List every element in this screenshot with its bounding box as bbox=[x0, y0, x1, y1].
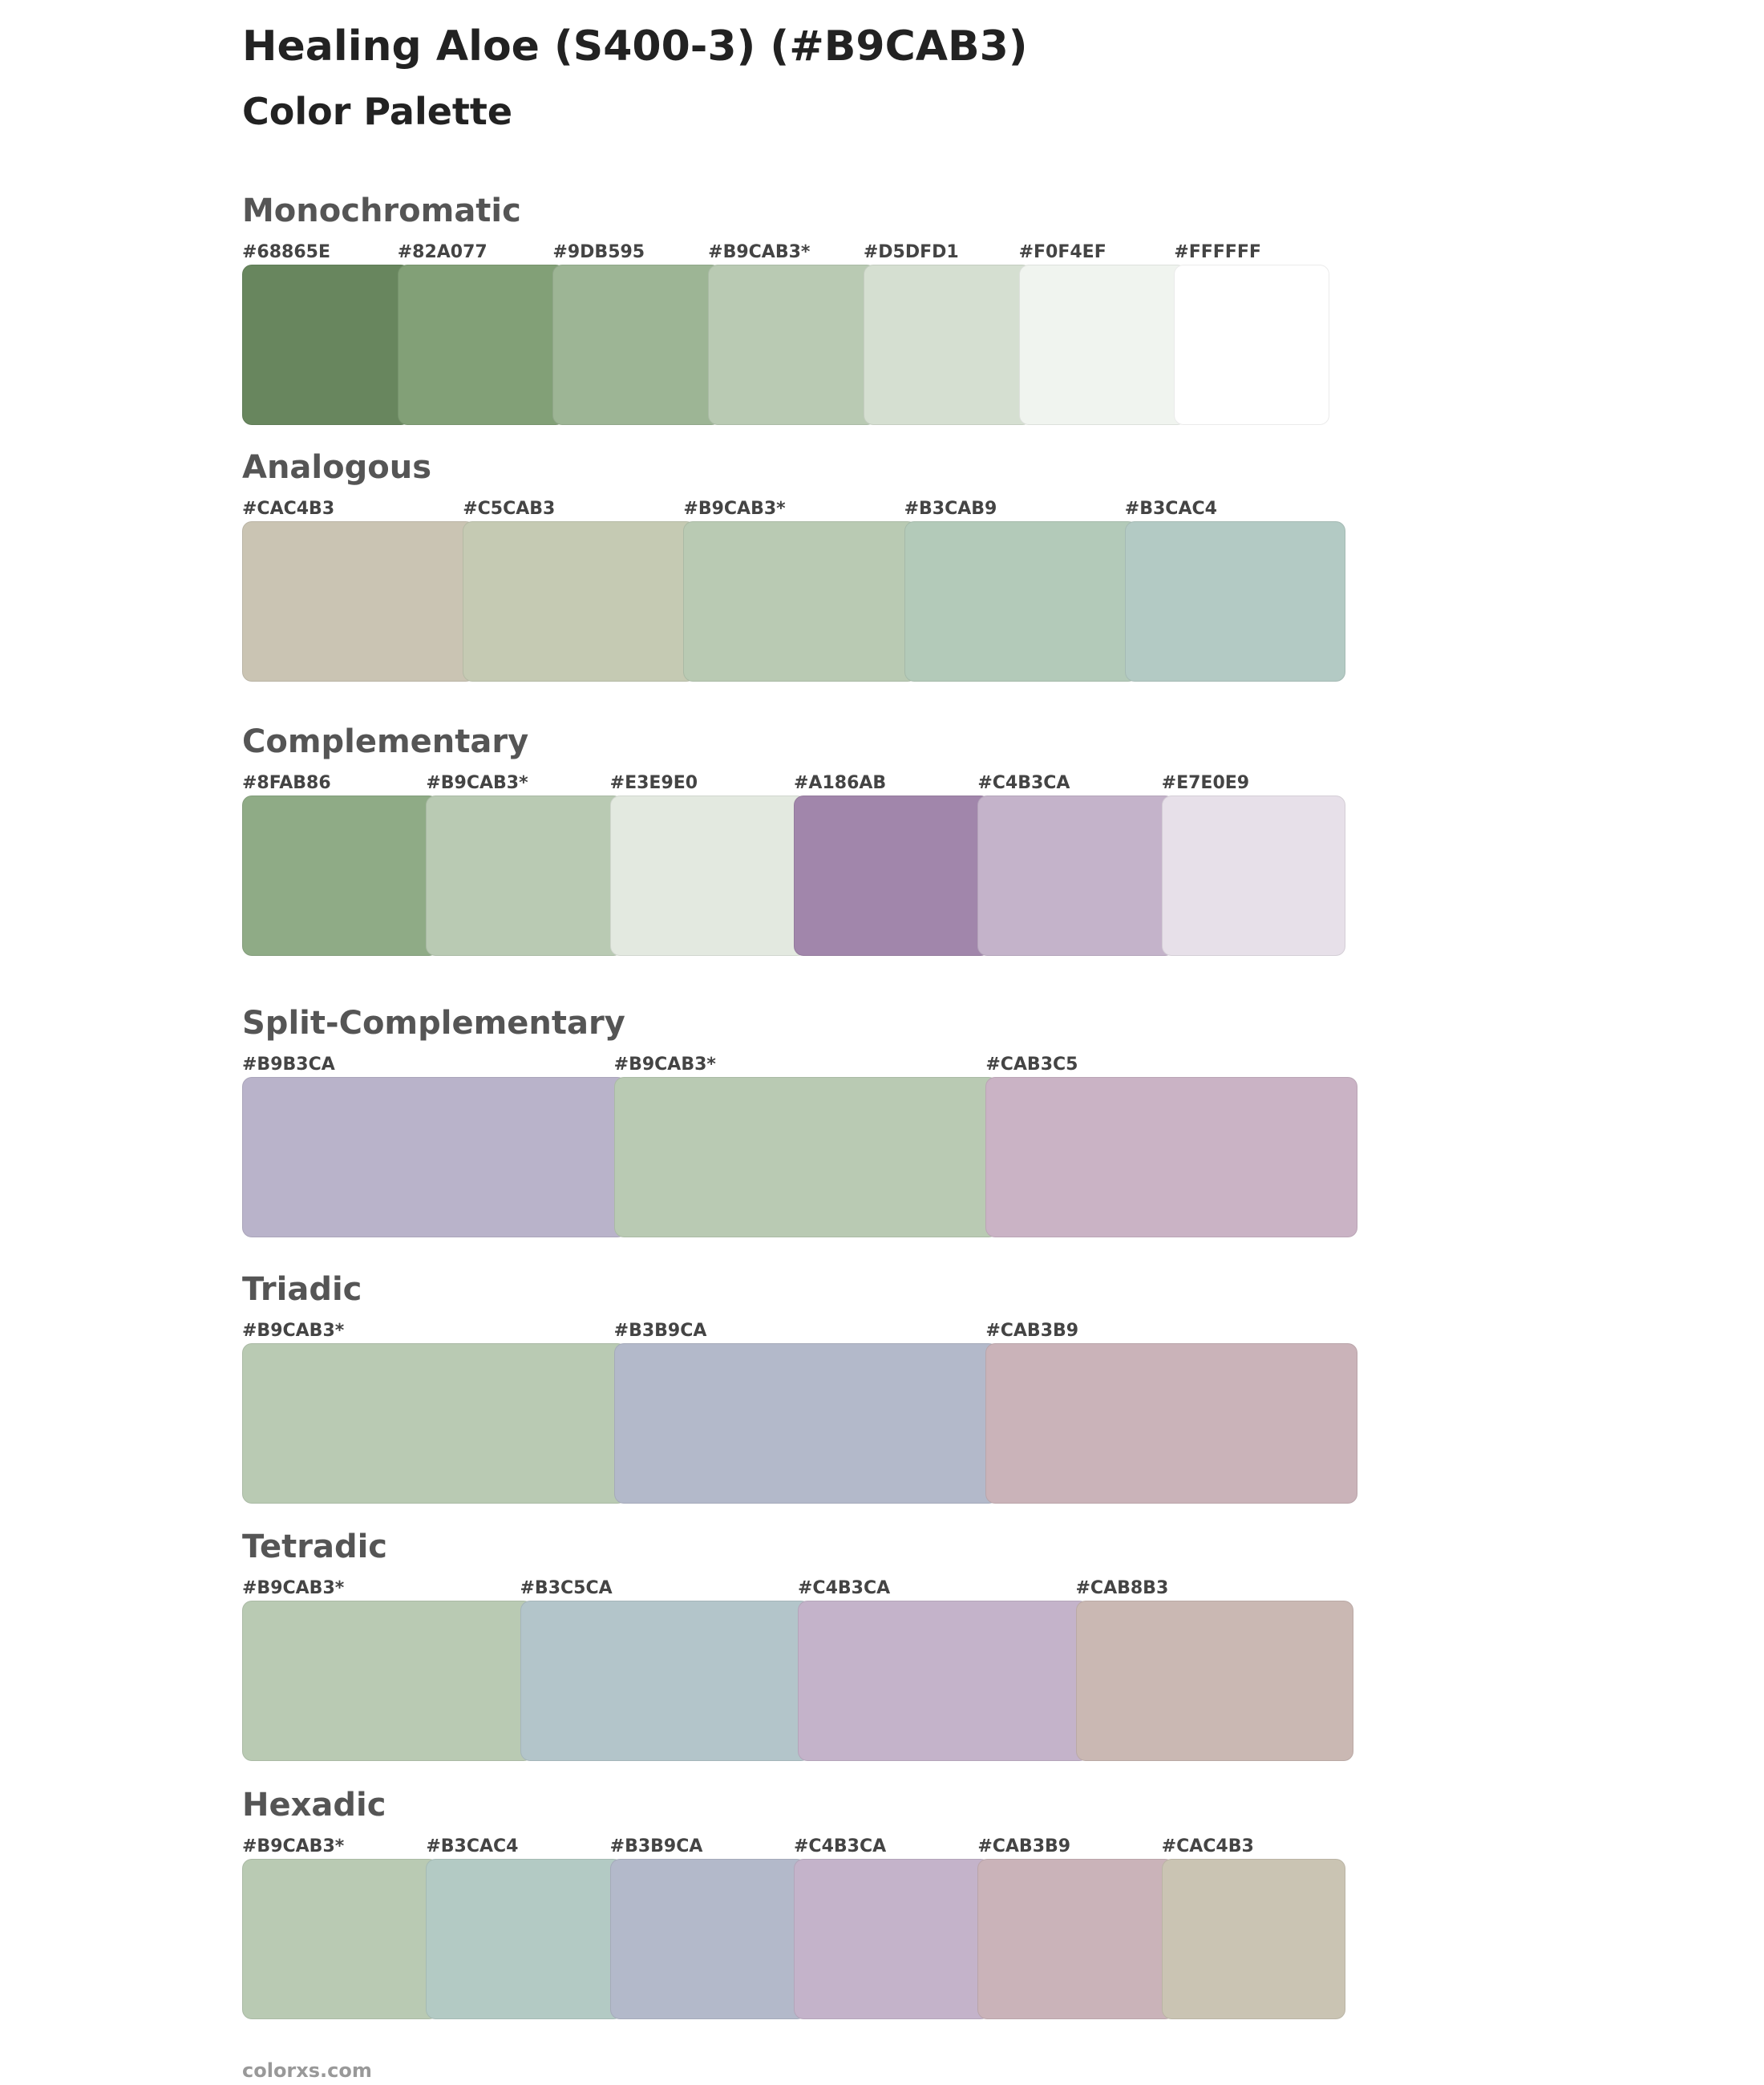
color-code: #B3CAC4 bbox=[1124, 499, 1217, 519]
color-swatch bbox=[613, 1077, 999, 1237]
color-swatch bbox=[863, 265, 1032, 425]
color-code: #B9CAB3* bbox=[242, 1321, 345, 1341]
color-swatch bbox=[1161, 796, 1345, 956]
color-swatch bbox=[1161, 1859, 1345, 2019]
page-title: Healing Aloe (S400-3) (#B9CAB3) bbox=[242, 22, 1028, 71]
color-code: #E7E0E9 bbox=[1161, 773, 1250, 793]
color-swatch bbox=[985, 1077, 1357, 1237]
color-swatch bbox=[463, 521, 697, 682]
color-swatch bbox=[242, 1601, 533, 1761]
color-code: #CAB3B9 bbox=[977, 1836, 1071, 1856]
color-swatch bbox=[683, 521, 917, 682]
color-swatch bbox=[242, 796, 439, 956]
color-code: #B3B9CA bbox=[613, 1321, 707, 1341]
color-code: #FFFFFF bbox=[1174, 242, 1261, 262]
color-code: #B9CAB3* bbox=[613, 1055, 716, 1075]
color-code: #B3C5CA bbox=[520, 1578, 613, 1598]
color-code: #B3B9CA bbox=[609, 1836, 703, 1856]
color-swatch bbox=[609, 796, 807, 956]
section-heading: Split-Complementary bbox=[242, 1005, 625, 1042]
color-swatch bbox=[1018, 265, 1187, 425]
color-code: #B9CAB3* bbox=[708, 242, 811, 262]
section-heading: Complementary bbox=[242, 723, 529, 760]
color-swatch bbox=[798, 1601, 1089, 1761]
color-code: #A186AB bbox=[794, 773, 887, 793]
color-swatch bbox=[708, 265, 876, 425]
section-heading: Analogous bbox=[242, 449, 432, 486]
color-swatch bbox=[613, 1343, 999, 1504]
section-heading: Monochromatic bbox=[242, 192, 521, 229]
color-swatch bbox=[794, 1859, 991, 2019]
color-code: #C5CAB3 bbox=[463, 499, 556, 519]
color-swatch bbox=[426, 796, 623, 956]
color-swatch bbox=[242, 1859, 439, 2019]
color-code: #C4B3CA bbox=[977, 773, 1070, 793]
footer: colorxs.com bbox=[242, 2059, 372, 2082]
color-swatch bbox=[242, 1077, 627, 1237]
color-swatch bbox=[426, 1859, 623, 2019]
color-code: #9DB595 bbox=[552, 242, 645, 262]
color-code: #E3E9E0 bbox=[609, 773, 698, 793]
color-code: #B9CAB3* bbox=[242, 1836, 345, 1856]
color-code: #B9CAB3* bbox=[242, 1578, 345, 1598]
section-heading: Triadic bbox=[242, 1271, 362, 1308]
color-code: #B9B3CA bbox=[242, 1055, 335, 1075]
color-code: #D5DFD1 bbox=[863, 242, 959, 262]
color-code: #C4B3CA bbox=[798, 1578, 891, 1598]
color-swatch bbox=[904, 521, 1138, 682]
color-swatch bbox=[242, 521, 476, 682]
color-swatch bbox=[1124, 521, 1345, 682]
color-swatch bbox=[242, 1343, 627, 1504]
section-heading: Hexadic bbox=[242, 1787, 386, 1824]
color-code: #B3CAC4 bbox=[426, 1836, 519, 1856]
color-code: #CAB8B3 bbox=[1075, 1578, 1169, 1598]
color-code: #68865E bbox=[242, 242, 330, 262]
color-swatch bbox=[977, 796, 1175, 956]
color-code: #B9CAB3* bbox=[683, 499, 786, 519]
color-code: #CAC4B3 bbox=[1161, 1836, 1254, 1856]
color-swatch bbox=[1075, 1601, 1353, 1761]
color-swatch bbox=[985, 1343, 1357, 1504]
color-swatch bbox=[397, 265, 566, 425]
color-swatch bbox=[552, 265, 722, 425]
color-code: #C4B3CA bbox=[794, 1836, 887, 1856]
color-swatch bbox=[609, 1859, 807, 2019]
color-code: #CAB3B9 bbox=[985, 1321, 1079, 1341]
color-swatch bbox=[794, 796, 991, 956]
page-subtitle: Color Palette bbox=[242, 90, 513, 133]
color-code: #F0F4EF bbox=[1018, 242, 1107, 262]
color-swatch bbox=[977, 1859, 1175, 2019]
section-heading: Tetradic bbox=[242, 1528, 387, 1565]
color-code: #B9CAB3* bbox=[426, 773, 528, 793]
color-swatch bbox=[520, 1601, 811, 1761]
color-code: #CAB3C5 bbox=[985, 1055, 1078, 1075]
color-code: #CAC4B3 bbox=[242, 499, 335, 519]
color-swatch bbox=[242, 265, 411, 425]
color-swatch bbox=[1174, 265, 1329, 425]
color-code: #B3CAB9 bbox=[904, 499, 997, 519]
color-code: #8FAB86 bbox=[242, 773, 331, 793]
color-code: #82A077 bbox=[397, 242, 488, 262]
